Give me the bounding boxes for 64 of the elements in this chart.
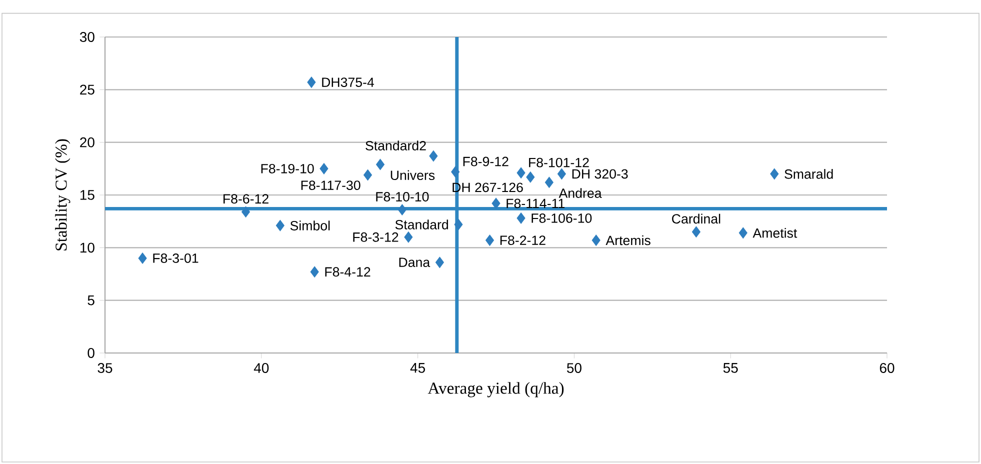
- point: [429, 150, 438, 162]
- point: [557, 168, 566, 180]
- point: [138, 252, 147, 264]
- annotation: Standard: [395, 220, 448, 230]
- point: [692, 226, 700, 238]
- point: [363, 169, 372, 181]
- point: [276, 220, 284, 232]
- annotation: F8-4-12: [325, 267, 370, 277]
- annotation: F8-101-12: [529, 158, 589, 168]
- x-tick-label: 55: [723, 363, 738, 373]
- y-tick-label: 20: [80, 137, 94, 148]
- point: [738, 227, 748, 239]
- point: [454, 218, 463, 230]
- annotation: Andrea: [558, 188, 602, 198]
- annotation: F8-19-10: [261, 164, 314, 174]
- y-tick-label: 0: [88, 348, 94, 358]
- annotation: F8-114-11: [506, 198, 564, 208]
- annotation: DH375-4: [322, 78, 374, 88]
- point: [310, 266, 319, 278]
- point: [516, 167, 526, 178]
- y-tick-label: 10: [80, 242, 94, 253]
- x-tick-label: 45: [410, 363, 425, 373]
- point: [770, 168, 779, 180]
- annotation: F8-117-30: [301, 180, 360, 190]
- annotation: F8-2-12: [500, 236, 546, 246]
- annotation: DH 320-3: [572, 169, 628, 179]
- annotation: F8-10-10: [376, 192, 429, 202]
- x-tick-label: 35: [98, 363, 112, 373]
- x-axis-title: Average yield (q/ha): [428, 382, 564, 398]
- point: [376, 158, 385, 170]
- point: [492, 198, 500, 210]
- annotation: F8-6-12: [224, 194, 268, 204]
- point: [404, 232, 413, 243]
- y-tick-label: 30: [80, 32, 94, 42]
- x-tick-label: 40: [254, 363, 269, 373]
- annotation: Smarald: [784, 169, 833, 179]
- annotation: Standard2: [366, 140, 426, 150]
- annotation: Cardinal: [672, 214, 720, 224]
- y-tick-label: 25: [80, 84, 94, 95]
- annotation: Simbol: [290, 220, 330, 230]
- point: [544, 176, 554, 188]
- annotation: Ametist: [752, 228, 798, 238]
- point: [320, 163, 328, 174]
- point: [435, 256, 444, 268]
- annotation: F8-3-12: [353, 232, 398, 242]
- annotation: Univers: [390, 170, 435, 180]
- point: [307, 76, 316, 88]
- annotation: Artemis: [606, 235, 650, 246]
- annotation: F8-9-12: [463, 156, 508, 166]
- x-tick-label: 60: [880, 363, 894, 373]
- annotation: F8-106-10: [532, 213, 592, 223]
- annotation: F8-3-01: [153, 253, 198, 263]
- y-axis-title: Stability CV (%): [55, 139, 70, 250]
- point: [241, 206, 250, 218]
- point: [592, 234, 600, 246]
- point: [516, 212, 526, 224]
- annotation: Dana: [399, 258, 430, 268]
- y-tick-label: 15: [80, 190, 94, 200]
- point: [398, 204, 406, 216]
- point: [485, 234, 494, 246]
- x-tick-label: 50: [566, 363, 582, 373]
- point: [451, 166, 460, 178]
- y-tick-label: 5: [88, 295, 94, 306]
- point: [526, 171, 535, 183]
